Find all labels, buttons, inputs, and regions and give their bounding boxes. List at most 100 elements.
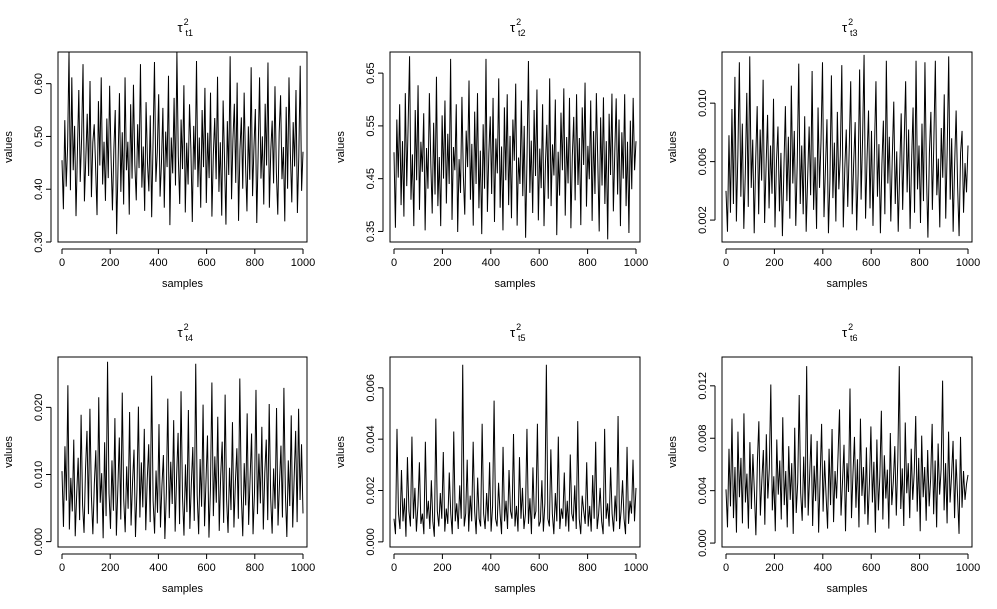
- y-tick-label: 0.45: [365, 168, 377, 189]
- x-tick-label: 0: [59, 562, 65, 574]
- title-symbol: τ: [510, 325, 516, 340]
- title-subscript: t1: [186, 28, 194, 38]
- x-tick-label: 1000: [291, 257, 315, 269]
- y-tick-label: 0.40: [33, 179, 45, 200]
- title-superscript: 2: [184, 322, 189, 332]
- x-tick-label: 800: [910, 257, 928, 269]
- x-tick-label: 200: [765, 562, 783, 574]
- y-tick-label: 0.000: [365, 528, 377, 556]
- y-axis-title: values: [3, 436, 15, 468]
- y-tick-label: 0.012: [697, 372, 709, 400]
- x-axis-title: samples: [162, 583, 203, 595]
- trace-panel-2: 0 200 400 600 800 1000 0.35 0.45 0.55 0.65 samples…: [335, 17, 648, 290]
- y-tick-label: 0.010: [33, 461, 45, 489]
- title-superscript: 2: [516, 17, 521, 27]
- y-tick-label: 0.55: [365, 115, 377, 136]
- x-tick-label: 400: [482, 562, 500, 574]
- panel-title: τ2 t3: [842, 17, 858, 38]
- trace-line-series-1: [61, 51, 304, 235]
- x-tick-label: 400: [482, 257, 500, 269]
- title-symbol: τ: [510, 20, 516, 35]
- title-superscript: 2: [848, 322, 853, 332]
- title-subscript: t6: [850, 333, 858, 343]
- trace-line-series-1: [393, 56, 637, 240]
- y-tick-label: 0.020: [33, 394, 45, 422]
- x-tick-label: 800: [246, 562, 264, 574]
- title-superscript: 2: [184, 17, 189, 27]
- title-symbol: τ: [178, 20, 184, 35]
- x-tick-label: 0: [391, 562, 397, 574]
- y-tick-label: 0.60: [33, 73, 45, 94]
- plot-frame: [389, 356, 641, 548]
- trace-panel-5: 0 200 400 600 800 1000 0.000 0.002 0.004 0.006 sam…: [335, 322, 648, 595]
- y-tick-label: 0.35: [365, 221, 377, 242]
- y-tick-label: 0.50: [33, 126, 45, 147]
- y-tick-label: 0.010: [697, 89, 709, 117]
- x-tick-label: 600: [530, 562, 548, 574]
- y-axis-title: values: [667, 436, 679, 468]
- x-tick-label: 1000: [291, 562, 315, 574]
- x-tick-label: 1000: [956, 257, 980, 269]
- y-tick-label: 0.006: [365, 374, 377, 402]
- x-tick-label: 600: [862, 562, 880, 574]
- title-subscript: t2: [518, 28, 526, 38]
- x-tick-label: 0: [723, 257, 729, 269]
- panel-title: τ2 t6: [842, 322, 858, 343]
- x-tick-label: 200: [433, 257, 451, 269]
- y-tick-label: 0.002: [697, 206, 709, 234]
- title-superscript: 2: [516, 322, 521, 332]
- trace-panel-1: 0 200 400 600 800 1000 0.30 0.40 0.50 0.60 samples…: [3, 17, 315, 290]
- title-superscript: 2: [848, 17, 853, 27]
- y-tick-label: 0.004: [365, 425, 377, 453]
- x-tick-label: 600: [530, 257, 548, 269]
- x-axis-title: samples: [162, 278, 203, 290]
- x-axis-title: samples: [495, 583, 536, 595]
- x-tick-label: 1000: [624, 257, 648, 269]
- trace-panel-3: 0 200 400 600 800 1000 0.002 0.006 0.010 samples v…: [667, 17, 980, 290]
- x-tick-label: 600: [197, 257, 215, 269]
- x-tick-label: 800: [578, 562, 596, 574]
- x-tick-label: 800: [578, 257, 596, 269]
- x-tick-label: 0: [59, 257, 65, 269]
- y-axis-title: values: [667, 131, 679, 163]
- x-tick-label: 800: [910, 562, 928, 574]
- panel-title: τ2 t1: [178, 17, 194, 38]
- x-tick-label: 200: [101, 562, 119, 574]
- title-subscript: t4: [186, 333, 194, 343]
- y-tick-label: 0.000: [33, 528, 45, 556]
- plot-frame: [57, 356, 308, 548]
- x-tick-label: 1000: [956, 562, 980, 574]
- title-symbol: τ: [178, 325, 184, 340]
- x-tick-label: 0: [723, 562, 729, 574]
- trace-line-series-1: [393, 364, 637, 537]
- panel-title: τ2 t4: [178, 322, 194, 343]
- panel-title: τ2 t5: [510, 322, 526, 343]
- y-axis-title: values: [335, 436, 347, 468]
- x-tick-label: 600: [862, 257, 880, 269]
- trace-line-series-1: [725, 366, 969, 536]
- y-tick-label: 0.000: [697, 529, 709, 557]
- x-axis-title: samples: [495, 278, 536, 290]
- x-tick-label: 400: [814, 257, 832, 269]
- trace-panel-4: 0 200 400 600 800 1000 0.000 0.010 0.020 samples v…: [3, 322, 315, 595]
- panel-title: τ2 t2: [510, 17, 526, 38]
- y-tick-label: 0.65: [365, 62, 377, 83]
- x-tick-label: 200: [101, 257, 119, 269]
- x-tick-label: 200: [765, 257, 783, 269]
- x-tick-label: 1000: [624, 562, 648, 574]
- trace-panel-6: 0 200 400 600 800 1000 0.000 0.004 0.008 0.012 sam…: [667, 322, 980, 595]
- x-tick-label: 0: [391, 257, 397, 269]
- y-tick-label: 0.002: [365, 477, 377, 505]
- x-tick-label: 400: [149, 257, 167, 269]
- x-tick-label: 400: [149, 562, 167, 574]
- x-tick-label: 800: [246, 257, 264, 269]
- x-tick-label: 600: [197, 562, 215, 574]
- y-tick-label: 0.006: [697, 148, 709, 176]
- x-axis-title: samples: [827, 278, 868, 290]
- title-symbol: τ: [842, 20, 848, 35]
- plot-frame: [721, 51, 973, 243]
- trace-line-series-1: [61, 361, 304, 539]
- y-axis-title: values: [3, 131, 15, 163]
- plot-frame: [721, 356, 973, 548]
